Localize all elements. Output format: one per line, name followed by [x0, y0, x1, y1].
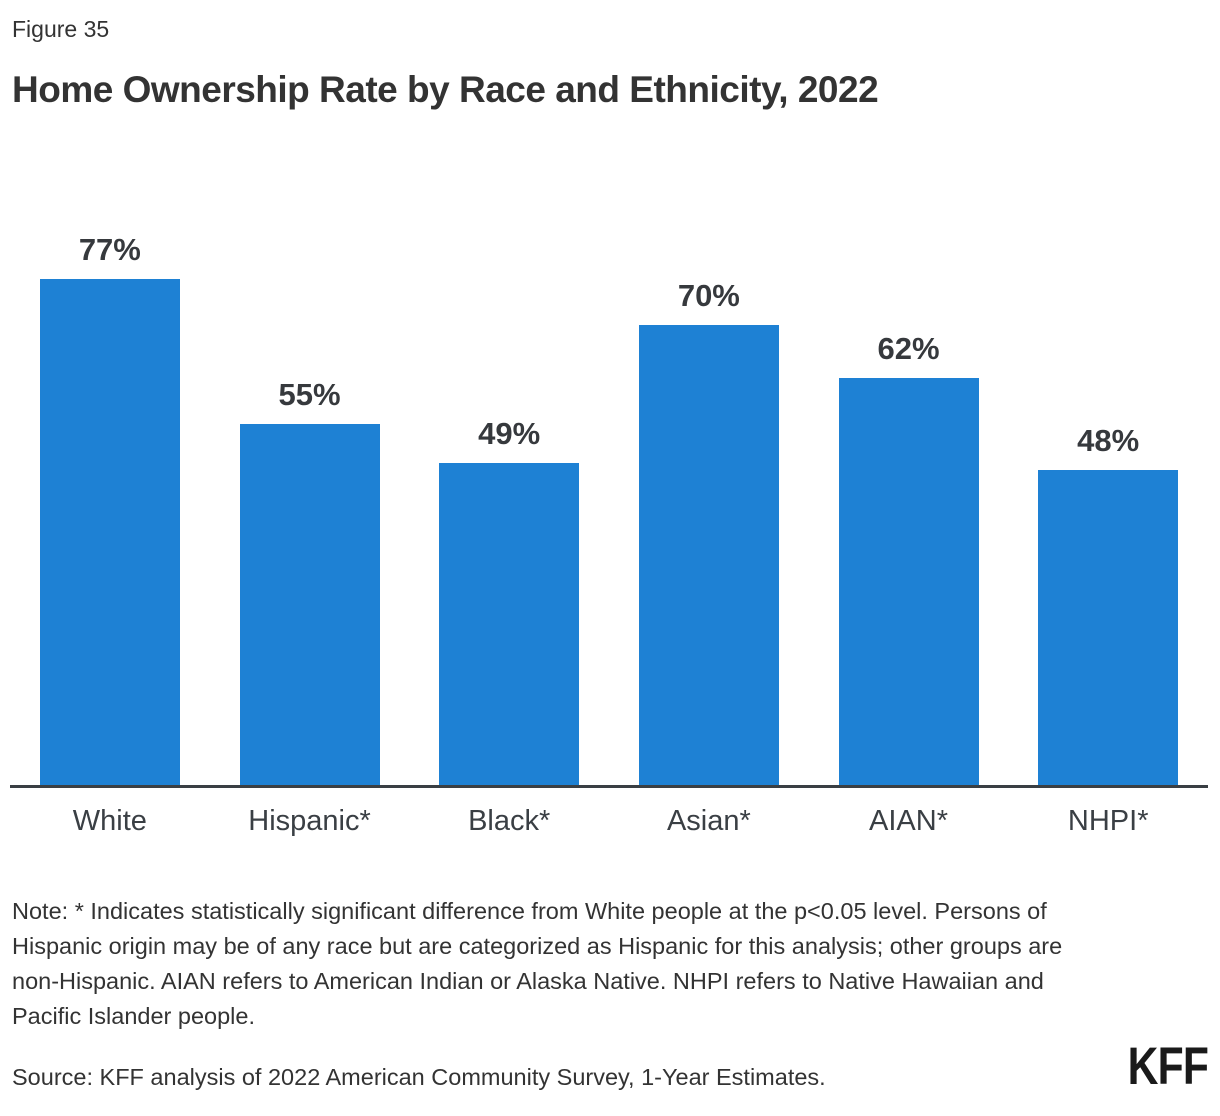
x-axis-labels: White Hispanic* Black* Asian* AIAN* NHPI*	[10, 788, 1208, 838]
bar-value-label: 62%	[877, 331, 940, 366]
bar-value-label: 70%	[677, 278, 740, 313]
footer: Source: KFF analysis of 2022 American Co…	[12, 1036, 1209, 1097]
x-axis-label: Asian*	[666, 805, 751, 837]
kff-logo: KFF	[1127, 1036, 1209, 1097]
bar-value-label: 49%	[478, 416, 541, 451]
note-text: Note: * Indicates statistically signific…	[12, 898, 1063, 1029]
x-axis-label: White	[72, 805, 147, 837]
bar-slot: 48%	[1008, 423, 1208, 785]
bar[interactable]	[239, 424, 380, 785]
x-axis-label: AIAN*	[869, 805, 949, 837]
x-axis-label: Black*	[468, 805, 551, 837]
bar-slot: 49%	[409, 416, 609, 785]
source-text: Source: KFF analysis of 2022 American Co…	[12, 1063, 826, 1090]
bar-chart: 77% 55% 49% 70% 62% 48% White Hispanic* Black* A…	[10, 223, 1208, 838]
bar-value-label: 55%	[278, 377, 341, 412]
bar-value-label: 77%	[78, 232, 141, 267]
bar-slot: 62%	[809, 331, 1009, 785]
bar[interactable]	[39, 279, 180, 785]
x-axis-label: Hispanic*	[248, 805, 371, 837]
page: Figure 35 Home Ownership Rate by Race an…	[10, 16, 1209, 1097]
bar-value-label: 48%	[1077, 423, 1140, 458]
figure-label: Figure 35	[12, 16, 110, 42]
bar-slot: 55%	[210, 377, 410, 785]
bar[interactable]	[838, 378, 979, 785]
x-axis-label: NHPI*	[1067, 805, 1149, 837]
bar[interactable]	[439, 463, 580, 785]
x-axis-line	[10, 785, 1208, 788]
plot-area: 77% 55% 49% 70% 62% 48%	[10, 223, 1208, 785]
bar-slot: 70%	[609, 278, 809, 785]
bar-slot: 77%	[10, 232, 210, 785]
bar[interactable]	[1038, 470, 1179, 785]
page-title: Home Ownership Rate by Race and Ethnicit…	[12, 69, 879, 110]
bar[interactable]	[638, 325, 779, 785]
